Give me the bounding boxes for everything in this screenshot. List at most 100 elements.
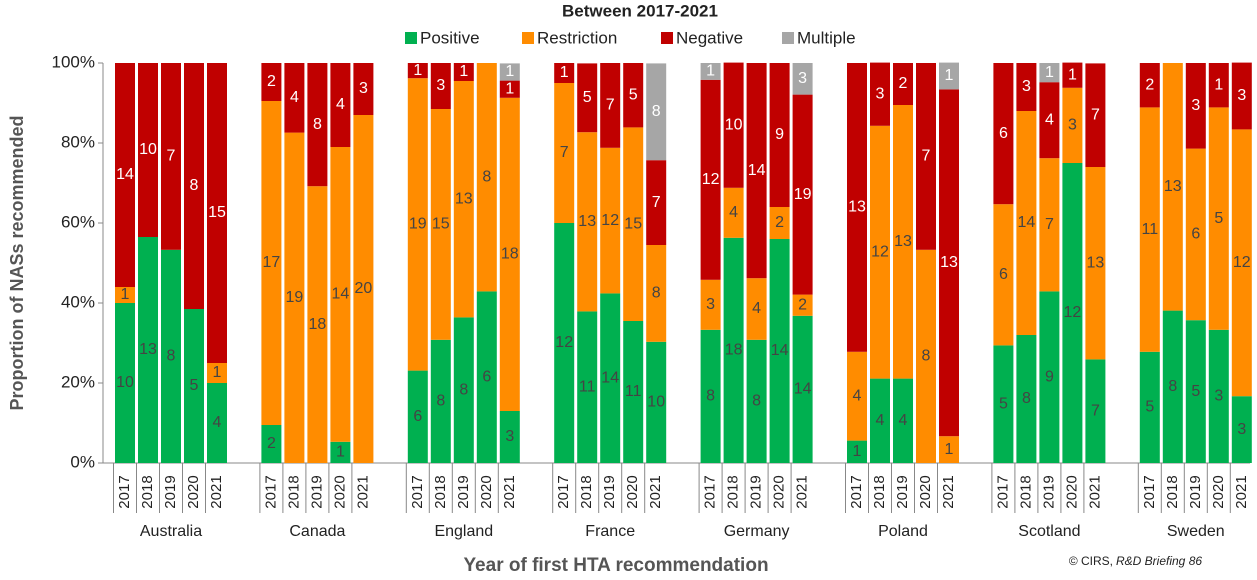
data-label: 4 — [876, 412, 885, 429]
bar-segment — [554, 83, 575, 223]
bar-segment — [330, 147, 351, 442]
data-label: 12 — [555, 334, 573, 351]
data-label: 2 — [1145, 76, 1154, 93]
bar-segment — [261, 101, 282, 425]
bar-segment — [407, 370, 428, 463]
bar-segment — [600, 63, 621, 148]
bar-segment — [893, 378, 913, 463]
data-label: 8 — [313, 116, 322, 133]
data-label: 6 — [1191, 226, 1200, 243]
bar-segment — [700, 279, 721, 330]
data-label: 1 — [121, 286, 130, 303]
data-label: 7 — [606, 97, 615, 114]
data-label: 13 — [139, 341, 157, 358]
bar-segment — [453, 317, 474, 463]
data-label: 4 — [853, 387, 862, 404]
data-label: 1 — [706, 63, 715, 80]
bar-segment — [207, 363, 227, 383]
bar-segment — [184, 63, 204, 309]
y-tick-label: 0% — [70, 452, 95, 471]
group-label: France — [585, 523, 635, 540]
bar-segment — [916, 63, 936, 250]
data-label: 15 — [624, 215, 642, 232]
data-label: 2 — [899, 75, 908, 92]
data-label: 14 — [748, 162, 766, 179]
bar-segment — [1139, 351, 1160, 463]
data-label: 3 — [1214, 388, 1223, 405]
data-label: 4 — [213, 414, 222, 431]
data-label: 4 — [290, 89, 299, 106]
x-tick-label: 2021 — [1086, 475, 1103, 508]
x-tick-label: 2019 — [1040, 475, 1057, 508]
bar-segment — [916, 249, 936, 463]
data-label: 5 — [999, 395, 1008, 412]
data-label: 8 — [482, 168, 491, 185]
bar-segment — [939, 436, 959, 463]
legend-label: Restriction — [537, 28, 617, 47]
data-label: 8 — [1022, 390, 1031, 407]
x-tick-label: 2020 — [624, 475, 641, 508]
bar-segment — [769, 207, 790, 239]
x-tick-label: 2020 — [771, 475, 788, 508]
data-label: 7 — [167, 148, 176, 165]
data-label: 1 — [560, 64, 569, 81]
data-label: 3 — [1237, 87, 1246, 104]
bar-segment — [1062, 163, 1083, 463]
bar-segment — [453, 81, 474, 318]
data-label: 5 — [583, 89, 592, 106]
bar-segment — [1039, 82, 1060, 159]
bar-segment — [993, 63, 1014, 205]
bar-segment — [700, 63, 721, 80]
data-label: 13 — [1164, 178, 1182, 195]
bar-segment — [1162, 63, 1183, 311]
x-tick-label: 2017 — [702, 475, 719, 508]
data-label: 9 — [775, 126, 784, 143]
bar-segment — [600, 147, 621, 294]
x-tick-label: 2017 — [848, 475, 865, 508]
bar-segment — [499, 97, 520, 412]
bar-segment — [1039, 63, 1060, 83]
bar-segment — [307, 63, 328, 187]
bar-segment — [792, 94, 813, 295]
data-label: 5 — [1191, 383, 1200, 400]
bar-segment — [623, 127, 644, 322]
x-tick-label: 2018 — [432, 475, 449, 508]
x-tick-label: 2018 — [1164, 475, 1181, 508]
bar-segment — [261, 63, 282, 101]
data-label: 11 — [1141, 221, 1158, 238]
bar-segment — [646, 341, 667, 463]
data-label: 3 — [1191, 97, 1200, 114]
data-label: 8 — [436, 393, 445, 410]
data-label: 3 — [876, 85, 885, 102]
x-tick-label: 2021 — [208, 475, 225, 508]
x-tick-label: 2017 — [409, 475, 426, 508]
bar-segment — [499, 63, 520, 81]
x-tick-label: 2018 — [1017, 475, 1034, 508]
x-tick-label: 2017 — [994, 475, 1011, 508]
x-tick-label: 2018 — [578, 475, 595, 508]
x-tick-label: 2018 — [871, 475, 888, 508]
x-tick-label: 2017 — [262, 475, 279, 508]
bar-segment — [646, 63, 667, 161]
data-label: 4 — [729, 204, 738, 221]
data-label: 12 — [871, 243, 889, 260]
data-label: 8 — [459, 381, 468, 398]
bar-segment — [600, 293, 621, 463]
bar-segment — [646, 160, 667, 245]
data-label: 8 — [652, 103, 661, 120]
bar-segment — [1139, 107, 1160, 352]
data-label: 10 — [139, 141, 157, 158]
bar-segment — [870, 378, 890, 463]
legend-label: Multiple — [797, 28, 856, 47]
data-label: 2 — [267, 435, 276, 452]
data-label: 5 — [1145, 399, 1154, 416]
data-label: 4 — [1045, 111, 1054, 128]
data-label: 14 — [1018, 214, 1036, 231]
data-label: 2 — [267, 73, 276, 90]
group-label: Germany — [724, 523, 790, 540]
data-label: 14 — [601, 369, 619, 386]
data-label: 8 — [652, 285, 661, 302]
x-tick-label: 2021 — [647, 475, 664, 508]
data-label: 5 — [1214, 210, 1223, 227]
bar-segment — [207, 63, 227, 363]
